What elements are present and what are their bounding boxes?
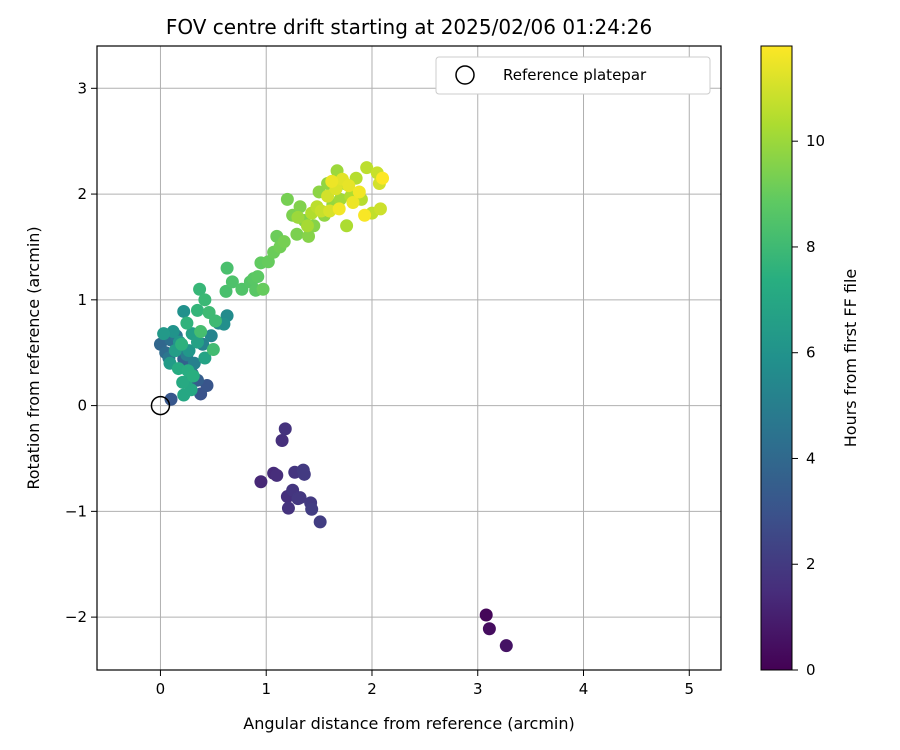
data-point xyxy=(254,475,268,489)
data-point xyxy=(176,375,190,389)
x-tick-label: 2 xyxy=(367,680,377,698)
data-point xyxy=(332,202,346,216)
data-point xyxy=(313,515,327,529)
data-point xyxy=(277,235,291,249)
data-point xyxy=(261,255,275,269)
data-point xyxy=(360,161,374,175)
data-point xyxy=(376,171,390,185)
data-point xyxy=(193,282,207,296)
data-point xyxy=(278,422,292,436)
data-point xyxy=(175,337,189,351)
data-point xyxy=(204,329,218,343)
data-point xyxy=(373,202,387,216)
data-point xyxy=(190,303,204,317)
legend-reference-label: Reference platepar xyxy=(503,66,647,84)
data-point xyxy=(499,639,513,653)
data-point xyxy=(235,282,249,296)
colorbar-tick-label: 4 xyxy=(806,449,816,467)
data-point xyxy=(333,192,347,206)
data-point xyxy=(219,284,233,298)
data-point xyxy=(321,189,335,203)
data-point xyxy=(302,229,316,243)
y-tick-label: −2 xyxy=(65,608,87,626)
data-point xyxy=(190,335,204,349)
data-point xyxy=(194,325,208,339)
legend-reference-icon xyxy=(455,65,475,85)
data-points xyxy=(153,161,513,653)
data-point xyxy=(177,304,191,318)
data-point xyxy=(200,378,214,392)
x-tick-label: 5 xyxy=(684,680,694,698)
legend: Reference platepar xyxy=(435,56,711,95)
grid-lines xyxy=(97,46,721,670)
data-point xyxy=(340,219,354,233)
data-point xyxy=(281,501,295,515)
data-point xyxy=(293,491,307,505)
legend-box xyxy=(435,56,711,95)
y-tick-label: 3 xyxy=(77,79,87,97)
data-point xyxy=(251,270,265,284)
data-point xyxy=(164,392,178,406)
y-tick-label: 1 xyxy=(77,291,87,309)
data-point xyxy=(482,622,496,636)
x-tick-label: 3 xyxy=(473,680,483,698)
data-point xyxy=(184,383,198,397)
data-point xyxy=(208,314,222,328)
y-axis-ticks: −2 −1 0 1 2 3 xyxy=(65,79,97,626)
data-point xyxy=(198,293,212,307)
data-point xyxy=(256,282,270,296)
colorbar-ticks: 0 2 4 6 8 10 xyxy=(792,132,825,679)
colorbar xyxy=(760,45,793,671)
data-point xyxy=(186,369,200,383)
data-point xyxy=(180,316,194,330)
x-tick-label: 1 xyxy=(261,680,271,698)
data-point xyxy=(346,196,360,210)
colorbar-tick-label: 0 xyxy=(806,661,816,679)
y-tick-label: 2 xyxy=(77,185,87,203)
data-point xyxy=(275,433,289,447)
colorbar-tick-label: 2 xyxy=(806,555,816,573)
data-point xyxy=(479,608,493,622)
x-tick-label: 4 xyxy=(579,680,589,698)
data-point xyxy=(280,192,294,206)
data-point xyxy=(352,185,366,199)
colorbar-tick-label: 8 xyxy=(806,238,816,256)
colorbar-tick-label: 6 xyxy=(806,344,816,362)
x-tick-label: 0 xyxy=(156,680,166,698)
y-tick-label: −1 xyxy=(65,502,87,520)
colorbar-tick-label: 10 xyxy=(806,132,825,150)
x-axis-label: Angular distance from reference (arcmin) xyxy=(243,714,574,733)
data-point xyxy=(220,261,234,275)
data-point xyxy=(325,174,339,188)
plot-frame xyxy=(96,45,722,671)
data-point xyxy=(270,468,284,482)
data-point xyxy=(305,502,319,516)
data-point xyxy=(290,227,304,241)
y-axis-label: Rotation from reference (arcmin) xyxy=(24,226,43,489)
data-point xyxy=(358,208,372,222)
data-point xyxy=(293,200,307,214)
data-point xyxy=(206,343,220,357)
chart-title: FOV centre drift starting at 2025/02/06 … xyxy=(166,15,652,39)
data-point xyxy=(198,351,212,365)
data-point xyxy=(291,210,305,224)
colorbar-label: Hours from first FF file xyxy=(841,269,860,448)
data-point xyxy=(225,275,239,289)
data-point xyxy=(300,219,314,233)
x-axis-ticks: 0 1 2 3 4 5 xyxy=(156,670,694,698)
reference-platepar-marker xyxy=(150,395,171,416)
data-point xyxy=(342,179,356,193)
data-point xyxy=(297,467,311,481)
data-point xyxy=(157,327,171,341)
y-tick-label: 0 xyxy=(77,397,87,415)
